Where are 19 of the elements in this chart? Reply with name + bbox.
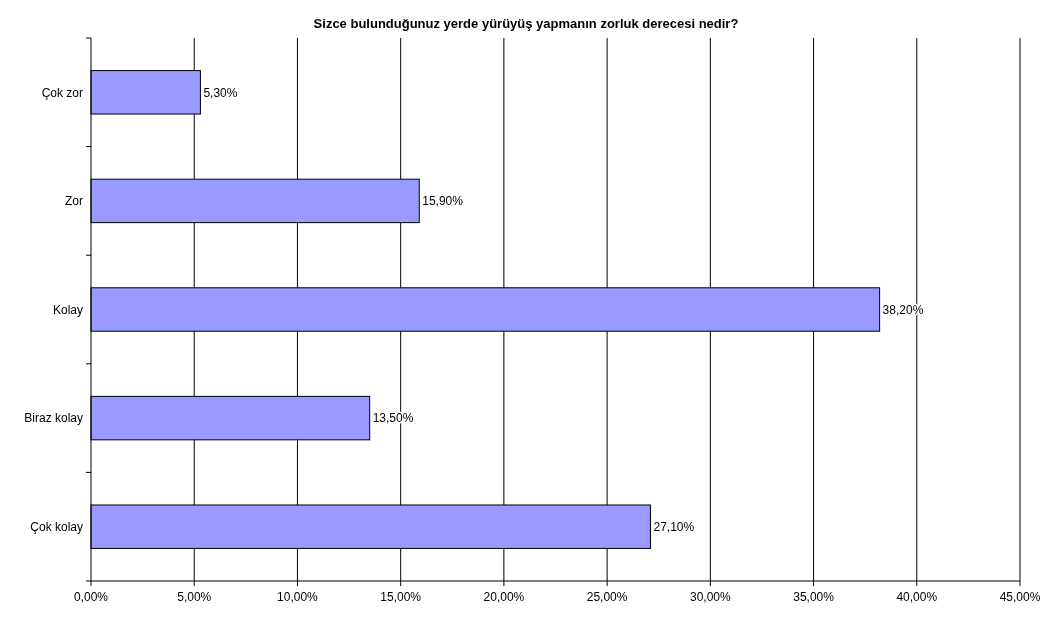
x-tick-label: 5,00% <box>177 590 212 604</box>
x-tick-label: 20,00% <box>483 590 525 604</box>
x-tick-label: 45,00% <box>999 590 1041 604</box>
x-tick-label: 40,00% <box>896 590 938 604</box>
x-tick-label: 35,00% <box>793 590 835 604</box>
data-label: 27,10% <box>653 519 695 534</box>
y-tick-label: Zor <box>65 194 83 209</box>
y-tick-label: Kolay <box>52 302 83 317</box>
y-tick-label: Çok kolay <box>30 519 83 534</box>
chart-title: Sizce bulunduğunuz yerde yürüyüş yapmanın zorluk derecesi nedir? <box>313 16 739 31</box>
x-tick-label: 30,00% <box>689 590 732 604</box>
x-tick-label: 0,00% <box>73 590 109 604</box>
y-tick-label: Biraz kolay <box>24 411 83 426</box>
x-tick-label: 25,00% <box>586 590 628 604</box>
y-tick-label: Çok zor <box>41 85 83 100</box>
x-tick-label: 15,00% <box>380 590 422 604</box>
data-label: 5,30% <box>203 85 238 100</box>
data-label: 15,90% <box>422 194 464 209</box>
x-tick-label: 10,00% <box>277 590 319 604</box>
